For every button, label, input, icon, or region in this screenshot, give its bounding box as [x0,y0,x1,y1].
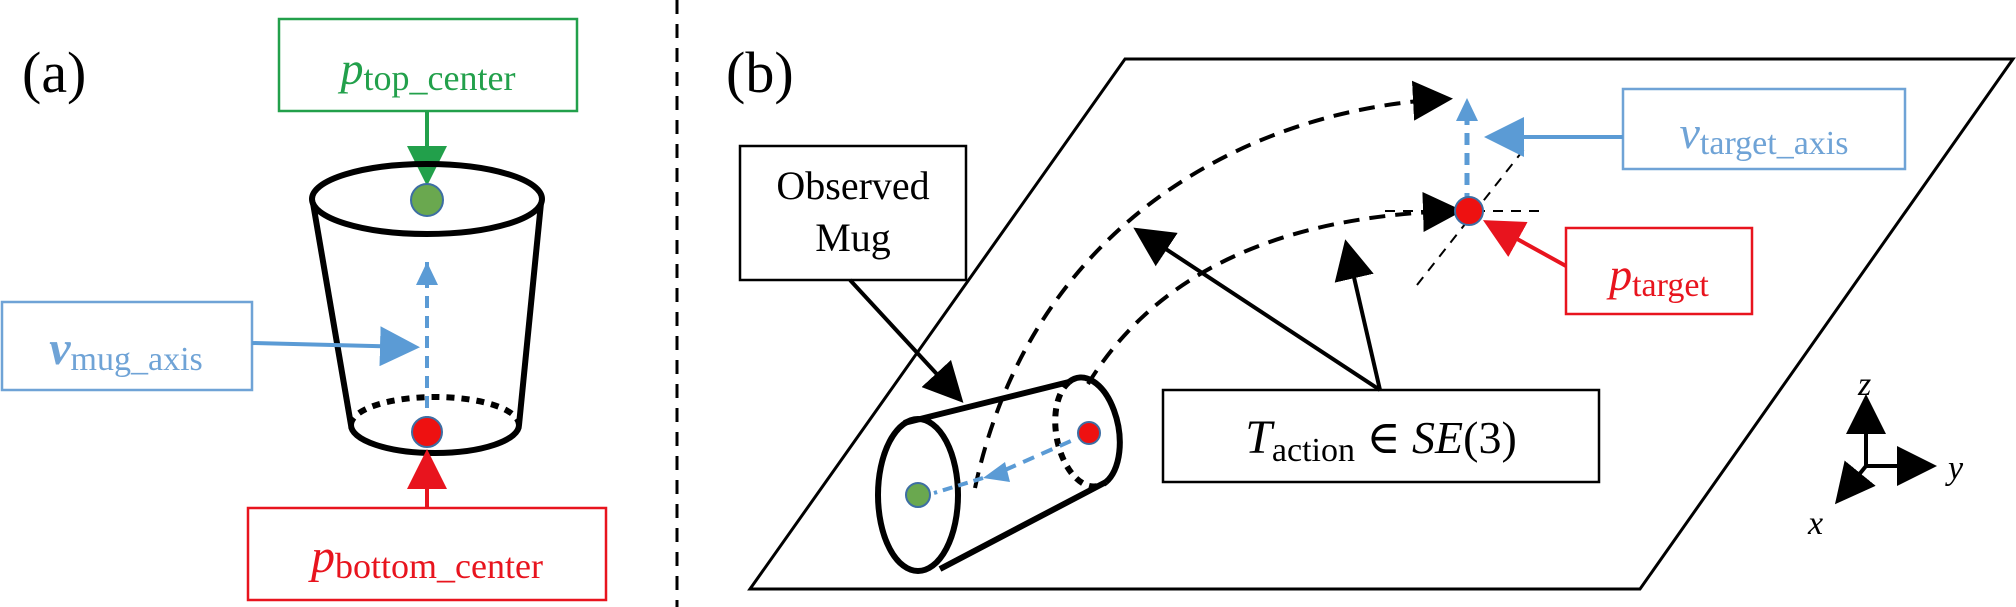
action-group: SE [1412,412,1463,463]
panel-a-label: (a) [22,40,86,105]
mug-axis-label: vmug_axis [0,300,254,392]
svg-text:pbottom_center: pbottom_center [308,530,543,586]
axis-x-label: x [1807,505,1823,542]
svg-text:vmug_axis: vmug_axis [49,322,203,378]
axis-y-label: y [1945,450,1964,487]
axis-z-label: z [1857,366,1871,403]
target-pointer [1482,220,1567,268]
mug-upright [309,161,545,456]
top-center-sub: top_center [364,58,516,98]
bottom-center-base: p [308,530,335,583]
mug-axis-base: v [49,322,71,375]
target-sub: target [1632,267,1709,304]
bottom-center-label: pbottom_center [246,506,608,602]
observed-mug-axis-tail [933,476,984,495]
observed-mug-line1: Observed [776,163,929,208]
action-sub: action [1272,432,1355,469]
mug-axis-arrowhead [416,262,438,285]
action-pointer-upper [1133,227,1382,392]
action-arg: (3) [1463,412,1517,463]
target-axis-arrowhead [1456,98,1478,121]
trajectory-lower [1086,191,1463,386]
panel-b-label: (b) [726,40,794,105]
mug-axis-pointer [251,326,420,367]
action-base: T [1245,411,1275,464]
svg-text:ptop_center: ptop_center [338,43,516,98]
ground-plane [747,57,2016,591]
target-guide-diagonal [1416,147,1526,286]
observed-bottom-point [1077,421,1101,445]
bottom-center-point [411,416,443,448]
svg-text:Taction ∈ SE(3): Taction ∈ SE(3) [1245,411,1517,469]
top-center-point [410,183,444,217]
top-center-label: ptop_center [277,17,579,113]
action-pointer-lower [1334,239,1382,391]
observed-mug-axis-arrowhead [983,462,1010,482]
action-rel: ∈ [1355,412,1412,463]
target-axis-label: vtarget_axis [1621,87,1907,171]
observed-mug-line2: Mug [815,215,891,260]
target-base: p [1606,249,1632,300]
bottom-center-sub: bottom_center [335,546,543,586]
target-label: ptarget [1564,226,1754,316]
trajectory-upper [973,80,1453,489]
coordinate-frame: z y x [1807,366,1964,542]
observed-top-point [905,482,931,508]
svg-text:ptarget: ptarget [1606,249,1709,304]
top-center-base: p [338,43,364,94]
target-point [1454,196,1484,226]
target-axis-base: v [1680,107,1701,158]
mug-axis-sub: mug_axis [71,341,203,378]
observed-mug-label: Observed Mug [738,144,968,282]
observed-mug-pointer [848,278,964,403]
observed-mug-axis-line [1004,431,1090,472]
target-axis-sub: target_axis [1700,125,1849,162]
svg-text:vtarget_axis: vtarget_axis [1680,107,1849,162]
action-label: Taction ∈ SE(3) [1161,388,1601,484]
mug-observed [875,374,1123,574]
